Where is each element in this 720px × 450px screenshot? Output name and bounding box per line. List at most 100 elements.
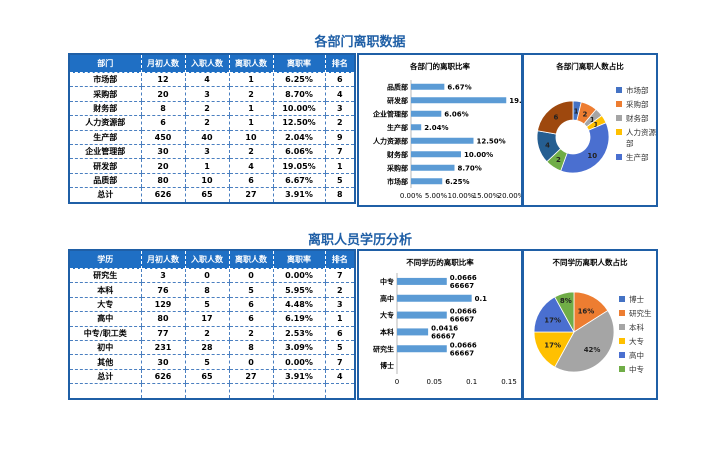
- table-cell: 企业管理部: [69, 144, 141, 160]
- table-cell: 4: [184, 72, 229, 88]
- data-label: 0.0666 66667: [450, 341, 477, 357]
- x-tick-label: 0: [395, 378, 399, 386]
- dept-pie-chart: 各部门离职人数占比 1 2 1 1 10 2 4 6 市场部 采购部 财务部 人力资源部 生产部: [522, 53, 658, 207]
- table-cell: 7: [324, 354, 355, 370]
- table-cell: 0.00%: [272, 354, 325, 370]
- table-cell: 8: [140, 101, 185, 117]
- table-cell: 研发部: [69, 158, 141, 174]
- table-cell: 9: [324, 130, 355, 145]
- data-label: 12.50%: [477, 137, 506, 145]
- table-cell: 2: [184, 115, 229, 131]
- bar: [411, 151, 461, 158]
- slice-label: 1: [594, 121, 599, 129]
- edu-bar-chart: 不同学历的离职比率 中专 0.0666 66667 高中 0.1 大专 0.0666 66667…: [357, 249, 523, 400]
- data-label: 0.1: [475, 295, 488, 303]
- legend-item: 本科: [619, 322, 655, 333]
- legend-swatch: [619, 310, 625, 316]
- table-cell: 20: [140, 158, 185, 174]
- table-cell: [140, 383, 185, 400]
- data-label: 0.0416 66667: [431, 324, 458, 340]
- table-cell: 80: [140, 311, 185, 327]
- table-cell: 6.67%: [272, 173, 325, 189]
- table-cell: 财务部: [69, 101, 141, 117]
- table-cell: 3: [324, 297, 355, 313]
- bar: [397, 277, 447, 285]
- table-cell: 总计: [69, 369, 141, 385]
- table-cell: 450: [140, 130, 185, 145]
- table-cell: 2: [184, 101, 229, 117]
- slice-label: 17%: [544, 342, 561, 350]
- bar: [397, 328, 429, 336]
- table-cell: 65: [184, 369, 229, 385]
- table-cell: 8: [184, 282, 229, 298]
- table-cell: 0: [228, 354, 273, 370]
- slice-label: 1: [574, 108, 579, 116]
- column-header: 离职率: [272, 249, 326, 269]
- table-cell: 2: [324, 115, 355, 131]
- table-row: 其他 30 5 0 0.00% 7: [69, 354, 355, 370]
- section2-title: 离职人员学历分析: [307, 233, 412, 248]
- table-cell: 129: [140, 297, 185, 313]
- table-cell: 40: [184, 130, 229, 145]
- legend-item: 市场部: [616, 85, 656, 96]
- data-label: 8.70%: [458, 164, 482, 172]
- data-label: 6.06%: [444, 110, 468, 118]
- slice-label: 8%: [560, 297, 572, 305]
- table-cell: 采购部: [69, 86, 141, 102]
- table-cell: 3: [324, 101, 355, 117]
- table-cell: 本科: [69, 282, 141, 298]
- table-cell: 2: [228, 326, 273, 341]
- table-cell: 市场部: [69, 72, 141, 88]
- legend-label: 采购部: [626, 100, 649, 109]
- legend-swatch: [616, 87, 622, 93]
- table-cell: 中专/职工类: [69, 326, 141, 341]
- legend-label: 博士: [629, 295, 644, 304]
- table-cell: 研究生: [69, 268, 141, 284]
- legend-item: 人力资源部: [616, 127, 656, 149]
- table-row: 研究生 3 0 0 0.00% 7: [69, 268, 355, 284]
- column-header: 排名: [324, 53, 356, 73]
- table-row: 研发部 20 1 4 19.05% 1: [69, 158, 355, 174]
- x-tick-label: 10.00%: [448, 192, 475, 200]
- legend-item: 大专: [619, 336, 655, 347]
- table-cell: 2: [228, 144, 273, 160]
- department-table: 部门 月初人数 入职人数 离职人数 离职率 排名 市场部 12 4 1 6.25% 6 采购部 20 3 2 8…: [68, 53, 356, 204]
- legend-swatch: [619, 352, 625, 358]
- column-header: 月初人数: [140, 53, 186, 73]
- bar: [411, 97, 507, 104]
- bar: [411, 83, 445, 90]
- category-label: 人力资源部: [373, 136, 408, 145]
- table-cell: 76: [140, 282, 185, 298]
- table-row: [69, 383, 355, 400]
- table-cell: 6: [228, 173, 273, 189]
- table-cell: 7: [324, 268, 355, 284]
- pie-slice: [533, 331, 575, 368]
- table-row: 初中 231 28 8 3.09% 5: [69, 340, 355, 356]
- table-cell: 10: [184, 173, 229, 189]
- pie-slice: [554, 291, 575, 333]
- table-cell: 6: [228, 297, 273, 313]
- table-cell: 5: [228, 282, 273, 298]
- legend-label: 大专: [629, 337, 644, 346]
- bar: [411, 164, 455, 171]
- table-cell: 6: [228, 311, 273, 327]
- category-label: 研发部: [387, 96, 408, 105]
- x-tick-label: 0.05: [427, 378, 443, 386]
- category-label: 采购部: [386, 163, 408, 172]
- table-cell: 5: [184, 297, 229, 313]
- table-row: 生产部 450 40 10 2.04% 9: [69, 130, 355, 145]
- table-cell: 大专: [69, 297, 141, 313]
- column-header: 部门: [68, 53, 142, 73]
- slice-label: 17%: [544, 316, 561, 324]
- column-header: 入职人数: [184, 53, 230, 73]
- table-row: 人力资源部 6 2 1 12.50% 2: [69, 115, 355, 131]
- table-cell: 10.00%: [272, 101, 325, 117]
- table-row: 大专 129 5 6 4.48% 3: [69, 297, 355, 313]
- data-label: 6.25%: [445, 178, 469, 186]
- category-label: 大专: [380, 311, 394, 320]
- legend-label: 财务部: [626, 114, 649, 123]
- table-cell: 4: [324, 86, 355, 102]
- table-row: 中专/职工类 77 2 2 2.53% 6: [69, 326, 355, 341]
- x-tick-label: 15.00%: [473, 192, 500, 200]
- category-label: 财务部: [386, 150, 408, 159]
